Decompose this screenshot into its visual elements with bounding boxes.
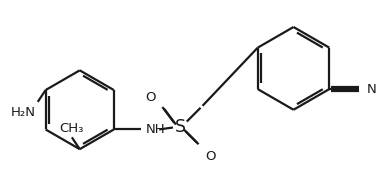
Text: H₂N: H₂N	[11, 106, 36, 119]
Text: S: S	[176, 119, 186, 137]
Text: O: O	[206, 150, 216, 163]
Text: O: O	[146, 91, 156, 104]
Text: N: N	[367, 83, 376, 96]
Text: CH₃: CH₃	[60, 122, 84, 135]
Text: NH: NH	[145, 123, 165, 136]
